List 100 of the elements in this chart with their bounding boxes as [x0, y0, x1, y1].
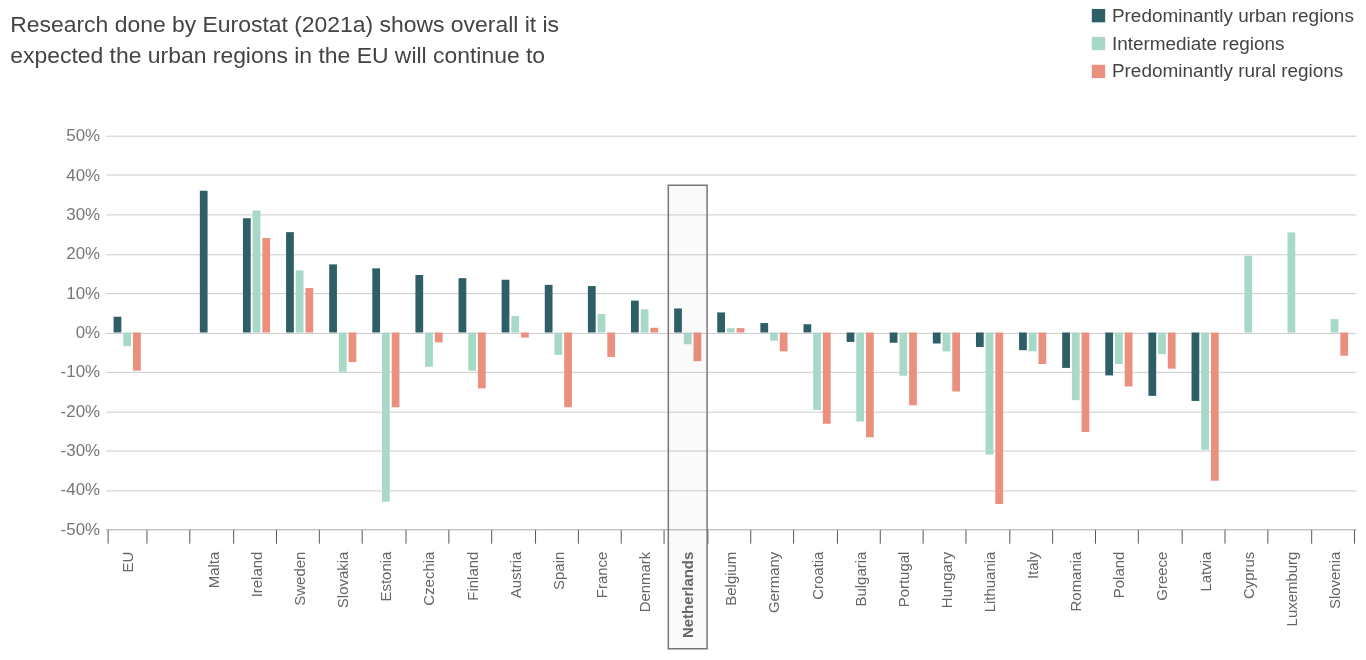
x-tick-label: Hungary: [937, 551, 955, 609]
bar: [942, 332, 951, 352]
bar: [1148, 332, 1157, 396]
bar: [726, 328, 735, 333]
bar: [511, 315, 520, 333]
bar: [1340, 332, 1349, 356]
x-tick-label: Slovakia: [334, 551, 352, 609]
bar: [779, 332, 788, 352]
y-tick-label: 40%: [66, 165, 101, 185]
bar: [1244, 255, 1253, 333]
y-tick-label: 10%: [66, 283, 101, 303]
x-tick-label: Romania: [1067, 550, 1085, 612]
bar: [975, 332, 984, 348]
bar: [458, 278, 467, 333]
bar: [1105, 332, 1114, 376]
bar: [995, 332, 1004, 505]
x-tick-label: Malta: [204, 550, 222, 589]
bar: [607, 332, 616, 357]
bar: [1287, 232, 1296, 333]
bar: [770, 332, 778, 341]
legend-label: Predominantly urban regions: [1111, 4, 1354, 26]
x-tick-label: Belgium: [722, 551, 740, 606]
bar: [1038, 332, 1047, 364]
bar: [123, 332, 132, 347]
y-tick-label: 50%: [66, 126, 101, 146]
bar: [564, 332, 572, 408]
chart-title: Research done by Eurostat (2021a) shows overall it is expected the urban regions in the EU will continue to: [10, 11, 560, 68]
bar: [693, 332, 702, 362]
bar: [521, 332, 529, 338]
bar: [760, 323, 769, 333]
x-tick-label: Latvia: [1196, 551, 1214, 592]
bar: [305, 288, 314, 333]
x-tick-label: Portugal: [894, 551, 912, 608]
x-tick-label: Greece: [1153, 551, 1171, 601]
bar: [803, 324, 812, 333]
bar: [587, 286, 596, 333]
x-tick-label: Luxemburg: [1282, 551, 1300, 627]
x-tick-label: Ireland: [248, 551, 266, 598]
x-tick-label: Denmark: [636, 551, 654, 613]
y-tick-label: 30%: [66, 204, 101, 224]
x-tick-label: Germany: [765, 551, 783, 614]
legend-label: Intermediate regions: [1111, 32, 1285, 54]
bar: [846, 332, 855, 342]
y-tick-label: -30%: [60, 441, 101, 461]
y-tick-label: 20%: [66, 244, 101, 264]
bar: [899, 332, 908, 376]
bar: [866, 332, 874, 438]
bar: [889, 332, 898, 343]
bar: [856, 332, 865, 422]
legend-label: Predominantly rural regions: [1111, 60, 1344, 82]
x-tick-label: Bulgaria: [851, 551, 869, 607]
bar: [822, 332, 831, 424]
bar: [909, 332, 917, 406]
x-tick-label: Finland: [463, 551, 481, 601]
bar: [434, 332, 443, 343]
bar: [932, 332, 941, 344]
bar: [813, 332, 821, 411]
bar: [286, 232, 294, 333]
bar: [1210, 332, 1219, 481]
bar: [985, 332, 994, 455]
bar: [242, 218, 251, 333]
bar: [348, 332, 357, 362]
x-tick-label: Czechia: [420, 550, 438, 606]
y-tick-label: 0%: [75, 322, 101, 342]
y-tick-label: -20%: [60, 401, 101, 421]
x-tick-label: Lithuania: [981, 551, 999, 613]
x-tick-label: Netherlands: [679, 551, 697, 639]
bar: [1158, 332, 1166, 355]
bar: [1191, 332, 1200, 401]
bar: [1062, 332, 1070, 368]
x-tick-label: Slovenia: [1325, 551, 1343, 609]
x-tick-label: Austria: [506, 551, 524, 599]
bar: [544, 284, 553, 333]
x-tick-label: Poland: [1110, 551, 1128, 599]
y-tick-label: -10%: [60, 362, 101, 382]
x-tick-label: EU: [118, 551, 136, 573]
bar: [468, 332, 476, 371]
bar: [338, 332, 347, 372]
bar: [372, 268, 381, 333]
bar: [132, 332, 141, 371]
bar: [329, 264, 337, 333]
y-tick-label: -40%: [60, 480, 101, 500]
x-tick-label: Croatia: [808, 550, 826, 600]
bar: [631, 300, 639, 333]
bar: [477, 332, 486, 389]
x-tick-label: Estonia: [377, 550, 395, 602]
bar: [1019, 332, 1027, 351]
bar: [295, 270, 304, 333]
bar: [391, 332, 400, 408]
x-tick-label: Cyprus: [1239, 551, 1257, 600]
x-tick-label: Sweden: [291, 551, 309, 606]
bar: [952, 332, 960, 392]
bar: [1124, 332, 1133, 387]
bar: [199, 190, 208, 333]
bar: [1115, 332, 1123, 364]
x-tick-label: Italy: [1024, 551, 1042, 580]
bar: [1028, 332, 1037, 352]
x-tick-label: Spain: [549, 551, 567, 590]
bar: [1081, 332, 1090, 433]
bar: [1201, 332, 1209, 450]
